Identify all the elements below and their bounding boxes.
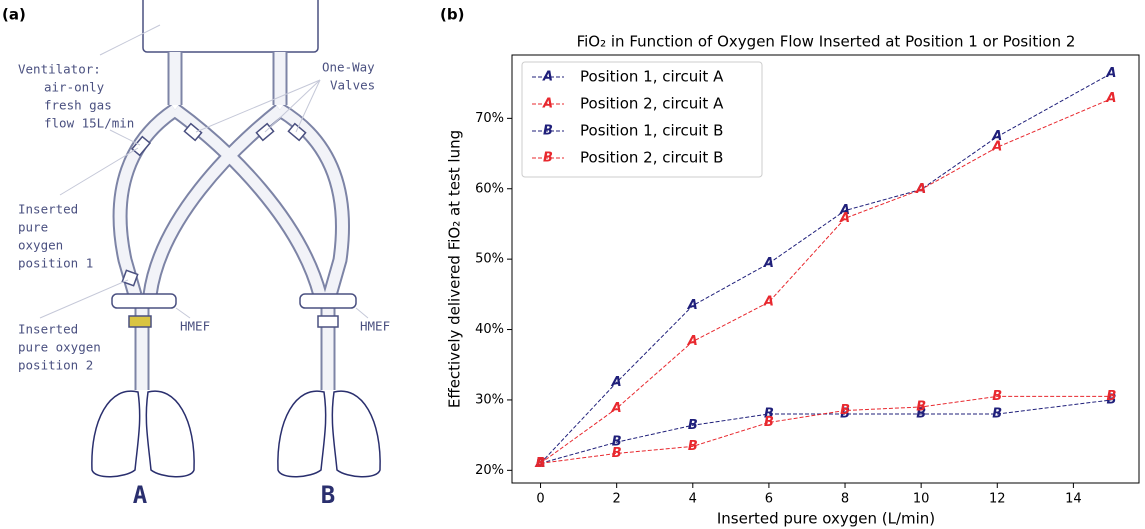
- y-tick-label: 20%: [475, 463, 504, 478]
- y-tick-label: 70%: [475, 111, 504, 126]
- ventilator-label: Ventilator:: [18, 62, 101, 77]
- chart-title: FiO₂ in Function of Oxygen Flow Inserted…: [577, 33, 1076, 51]
- marker: B: [612, 446, 622, 461]
- position1-label: pure: [18, 220, 48, 235]
- series-line: [540, 395, 1112, 464]
- marker: A: [991, 140, 1002, 155]
- x-axis-label: Inserted pure oxygen (L/min): [717, 510, 935, 528]
- legend-marker: B: [543, 151, 553, 166]
- hmef: [111, 293, 357, 328]
- legend-marker: A: [542, 70, 553, 85]
- valves-label: Valves: [330, 78, 375, 93]
- marker: B: [992, 407, 1002, 422]
- marker: A: [611, 375, 622, 390]
- legend-label: Position 2, circuit A: [580, 95, 724, 113]
- marker: B: [1106, 389, 1116, 404]
- legend-marker: A: [542, 97, 553, 112]
- marker: A: [915, 182, 926, 197]
- x-tick-label: 10: [913, 492, 930, 507]
- x-tick-label: 2: [613, 492, 621, 507]
- position2-label: pure oxygen: [18, 340, 101, 355]
- ventilator: [142, 0, 319, 53]
- marker: B: [992, 389, 1002, 404]
- legend-box: [521, 61, 763, 178]
- ventilator-label: air-only: [44, 80, 105, 95]
- lung-label: B: [321, 481, 335, 509]
- position1-label: oxygen: [18, 238, 63, 253]
- marker: A: [763, 256, 774, 271]
- position1-label: Inserted: [18, 202, 78, 217]
- lungs: [91, 390, 381, 478]
- legend-label: Position 2, circuit B: [580, 149, 723, 167]
- legend-marker: B: [543, 124, 553, 139]
- pointer-lines: [39, 24, 369, 319]
- series-line: [540, 399, 1112, 464]
- marker: A: [839, 211, 850, 226]
- marker: B: [916, 399, 926, 414]
- y-tick-label: 50%: [475, 252, 504, 267]
- marker: A: [1105, 91, 1116, 106]
- lung-label: A: [133, 481, 148, 509]
- y-axis-label: Effectively delivered FiO₂ at test lung: [446, 130, 464, 408]
- x-tick-label: 4: [689, 492, 697, 507]
- marker: A: [535, 456, 546, 471]
- x-tick-label: 6: [765, 492, 773, 507]
- x-tick-label: 14: [1065, 492, 1082, 507]
- marker: B: [688, 418, 698, 433]
- legend-label: Position 1, circuit A: [580, 68, 724, 86]
- hmef-label: HMEF: [360, 319, 390, 334]
- panel-label: (a): [2, 6, 26, 24]
- ventilator-label: fresh gas: [44, 98, 112, 113]
- marker: B: [840, 403, 850, 418]
- marker: B: [688, 439, 698, 454]
- y-tick-label: 30%: [475, 392, 504, 407]
- marker: A: [839, 203, 850, 218]
- marker: B: [1106, 392, 1116, 407]
- marker: B: [764, 415, 774, 430]
- hmef-label: HMEF: [180, 319, 210, 334]
- series-line: [540, 72, 1112, 464]
- y-tick-label: 60%: [475, 181, 504, 196]
- series-line: [540, 98, 1112, 464]
- marker: B: [612, 435, 622, 450]
- marker: B: [916, 407, 926, 422]
- position2-label: position 2: [18, 358, 93, 373]
- marker: A: [611, 401, 622, 416]
- legend-label: Position 1, circuit B: [580, 122, 723, 140]
- position1-label: position 1: [18, 256, 93, 271]
- marker: A: [991, 129, 1002, 144]
- marker: A: [535, 456, 546, 471]
- x-tick-label: 8: [841, 492, 849, 507]
- marker: B: [536, 456, 546, 471]
- chart: FiO₂ in Function of Oxygen Flow Inserted…: [446, 33, 1140, 528]
- position2-label: Inserted: [18, 322, 78, 337]
- circuit-diagram: Ventilator: air-only fresh gas flow 15L/…: [18, 0, 390, 509]
- plot-frame: [511, 54, 1140, 484]
- marker: A: [763, 295, 774, 310]
- marker: A: [1105, 66, 1116, 81]
- valves-label: One-Way: [322, 60, 375, 75]
- marker: A: [687, 334, 698, 349]
- marker: A: [687, 298, 698, 313]
- marker: B: [840, 407, 850, 422]
- panel-label: (b): [440, 6, 464, 24]
- y-tick-label: 40%: [475, 322, 504, 337]
- x-tick-label: 12: [989, 492, 1006, 507]
- x-tick-label: 0: [536, 492, 544, 507]
- ventilator-label: flow 15L/min: [44, 116, 134, 131]
- marker: B: [764, 407, 774, 422]
- legend: A Position 1, circuit A A Position 2, circu…: [521, 61, 763, 178]
